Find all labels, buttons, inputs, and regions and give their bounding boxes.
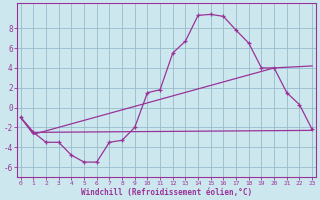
X-axis label: Windchill (Refroidissement éolien,°C): Windchill (Refroidissement éolien,°C) [81,188,252,197]
